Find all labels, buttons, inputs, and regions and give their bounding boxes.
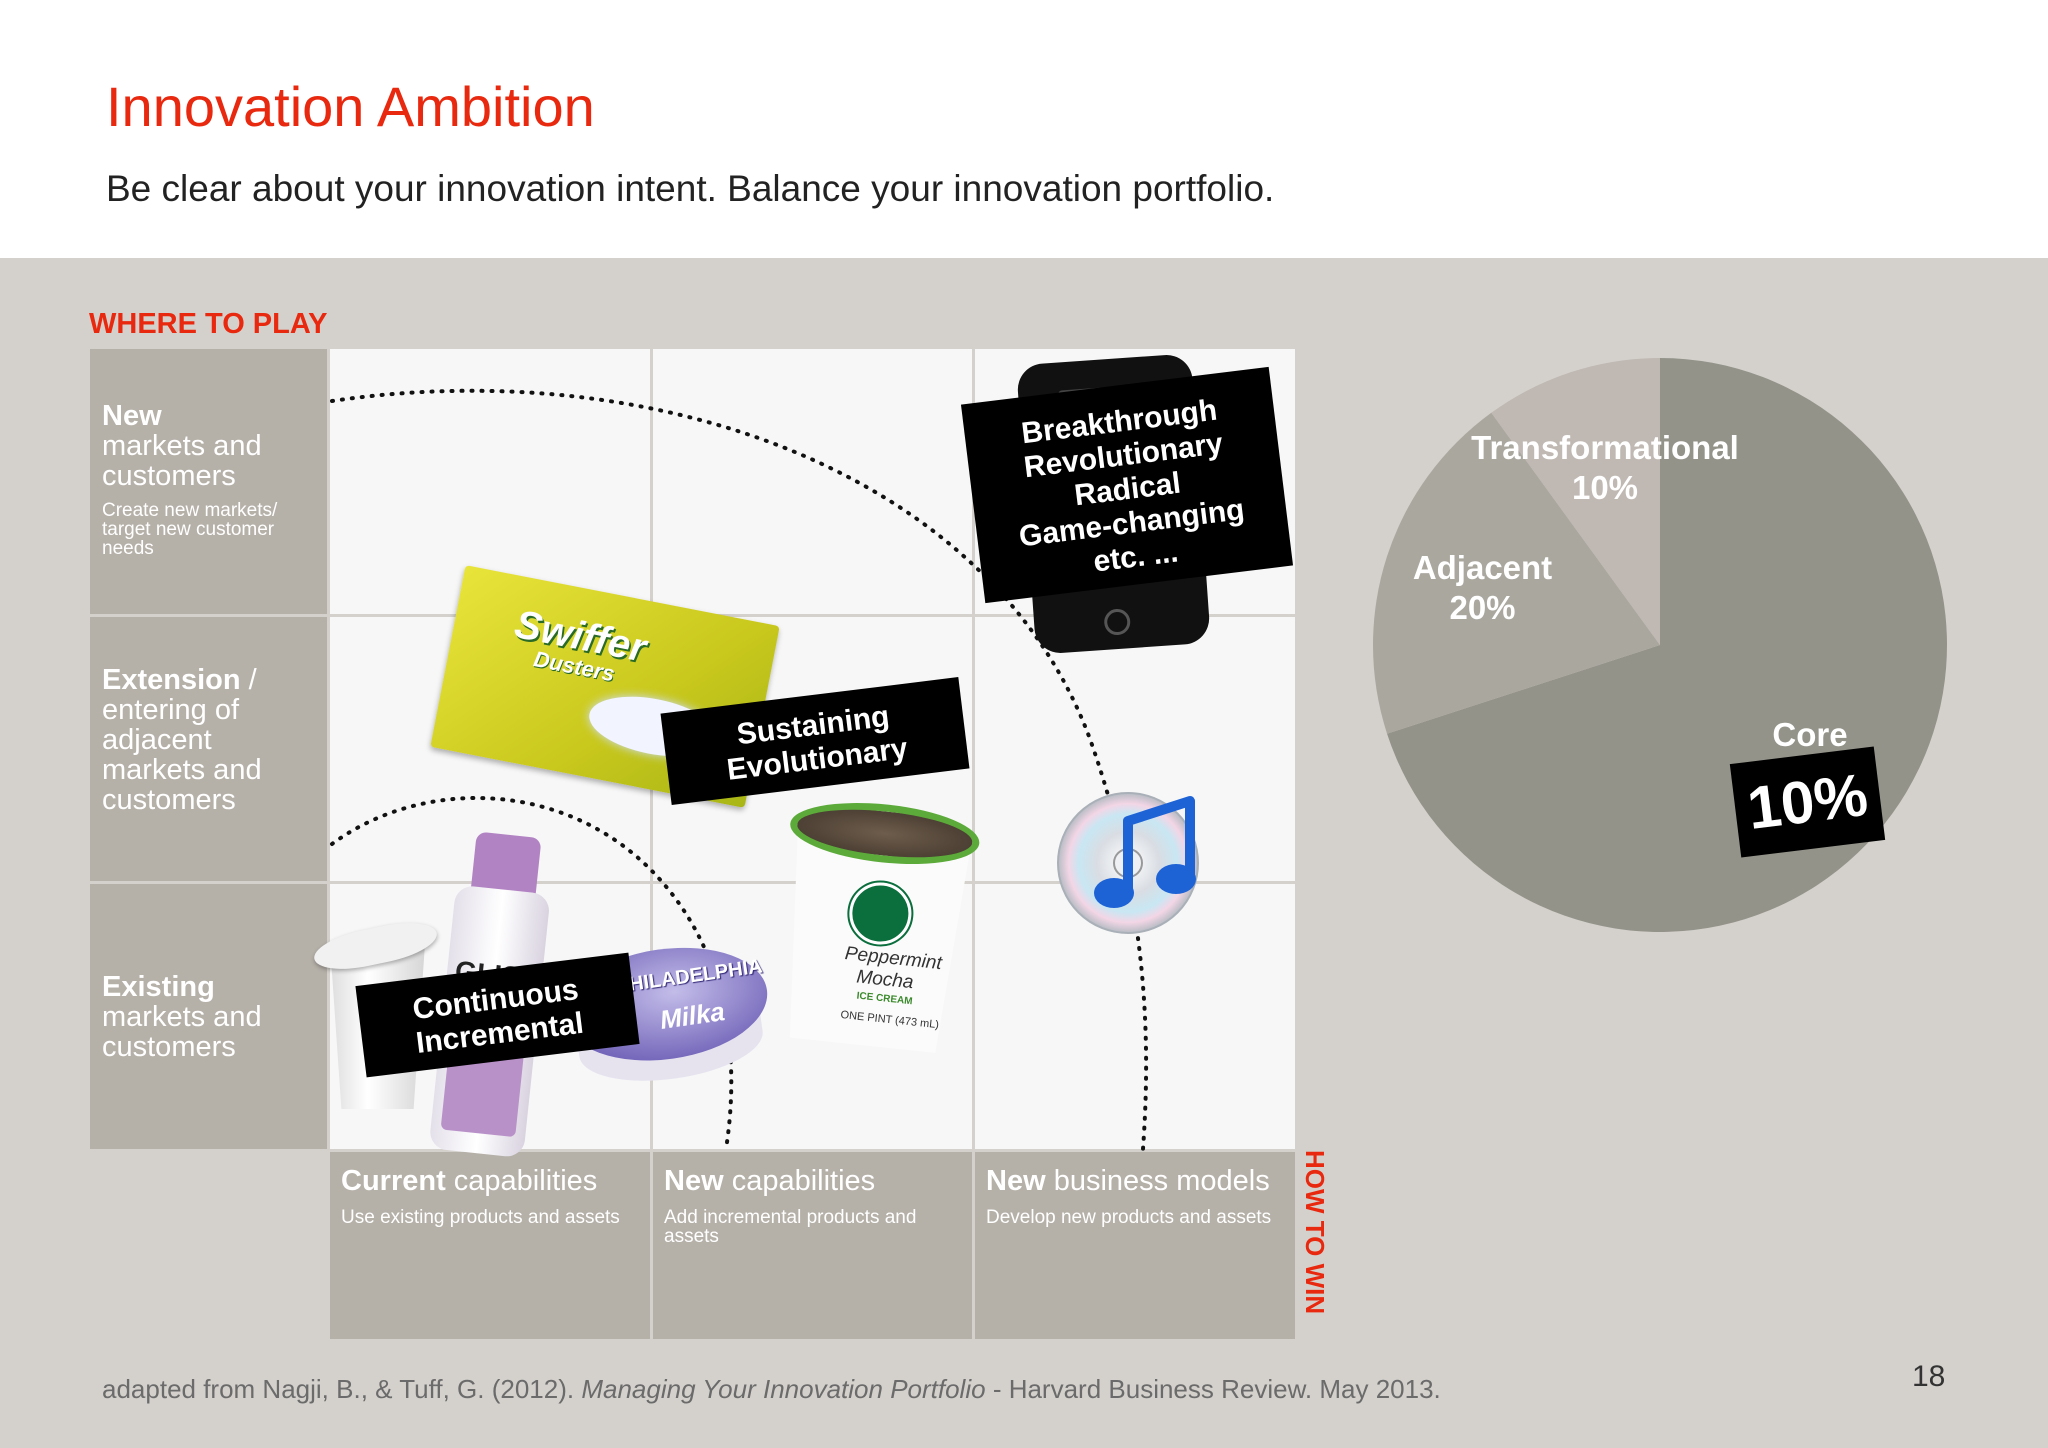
pie-slice-transformational bbox=[1491, 358, 1660, 645]
outer-dotted-arc bbox=[330, 388, 1149, 1151]
matrix-cell bbox=[653, 349, 972, 614]
breakthrough-label: Breakthrough Revolutionary Radical Game-… bbox=[960, 366, 1294, 604]
pie-label-core: Core bbox=[1772, 716, 1848, 753]
citation: adapted from Nagji, B., & Tuff, G. (2012… bbox=[102, 1374, 1441, 1404]
pie-label-transformational: Transformational 10% bbox=[1471, 429, 1739, 506]
slide-title: Innovation Ambition bbox=[106, 75, 595, 138]
pie-slice-adjacent bbox=[1373, 412, 1660, 734]
row-label-extension: Extension / entering of adjacent markets… bbox=[90, 617, 327, 881]
where-to-play-label: WHERE TO PLAY bbox=[89, 308, 328, 340]
slide-subtitle: Be clear about your innovation intent. B… bbox=[106, 168, 1275, 209]
itunes-icon bbox=[1057, 792, 1199, 934]
how-to-win-label: HOW TO WIN bbox=[1300, 1150, 1330, 1315]
core-percentage-badge: 10% bbox=[1729, 746, 1886, 858]
row-label-new: New markets and customers Create new mark… bbox=[90, 349, 327, 614]
innovation-matrix: New markets and customers Create new mark… bbox=[90, 349, 1295, 1339]
starbucks-ice-cream-image: Peppermint Mocha ICE CREAM ONE PINT (473… bbox=[768, 794, 983, 1059]
row-label-existing: Existing markets and customers bbox=[90, 884, 327, 1149]
slide-header: Innovation Ambition Be clear about your … bbox=[0, 0, 2048, 258]
column-label-new-business-models: New business models Develop new products… bbox=[975, 1152, 1295, 1339]
column-label-new-capabilities: New capabilities Add incremental product… bbox=[653, 1152, 972, 1339]
page-number: 18 bbox=[1912, 1360, 1946, 1393]
pie-label-adjacent: Adjacent 20% bbox=[1412, 549, 1553, 626]
column-label-current-capabilities: Current capabilities Use existing produc… bbox=[330, 1152, 650, 1339]
